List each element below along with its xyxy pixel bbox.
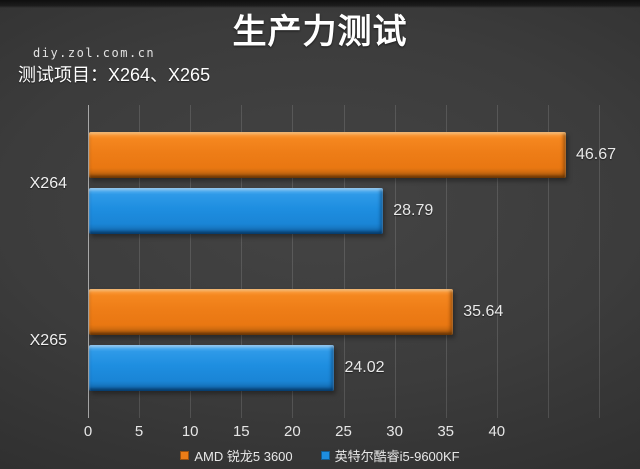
tick-label-0: 0 bbox=[83, 423, 93, 440]
gridline-50 bbox=[599, 105, 600, 418]
gridline-45 bbox=[547, 105, 549, 418]
tick-label-25: 25 bbox=[335, 423, 352, 440]
bar-amd-x264 bbox=[89, 132, 566, 178]
tick-label-5: 5 bbox=[134, 423, 144, 440]
plot-area: 46.67 28.79 35.64 24.02 bbox=[88, 105, 616, 418]
legend-swatch-intel-icon bbox=[320, 451, 330, 460]
gridline-40 bbox=[496, 105, 498, 418]
category-label-x264: X264 bbox=[29, 175, 67, 192]
gridline-25 bbox=[343, 105, 345, 418]
tick-label-40: 40 bbox=[488, 423, 506, 440]
gridline-35 bbox=[445, 105, 447, 418]
gridline-15 bbox=[241, 105, 243, 418]
gridline-20 bbox=[292, 105, 294, 418]
legend-label-intel: 英特尔酷睿i5-9600KF bbox=[334, 449, 460, 464]
legend-item-amd: AMD 锐龙5 3600 bbox=[180, 446, 293, 465]
tick-label-15: 15 bbox=[232, 423, 250, 440]
tick-label-35: 35 bbox=[437, 423, 455, 440]
tick-label-10: 10 bbox=[181, 423, 199, 440]
y-axis-line bbox=[88, 105, 89, 418]
value-label-intel-x265: 24.02 bbox=[344, 359, 385, 376]
watermark-text: diy.zol.com.cn bbox=[33, 46, 156, 60]
chart-title: 生产力测试 bbox=[232, 13, 408, 51]
top-border-strip bbox=[0, 0, 640, 8]
tick-label-20: 20 bbox=[284, 423, 301, 440]
legend-swatch-amd-icon bbox=[180, 451, 190, 460]
legend-item-intel: 英特尔酷睿i5-9600KF bbox=[320, 446, 460, 465]
bar-intel-x264 bbox=[89, 188, 384, 234]
value-label-amd-x265: 35.64 bbox=[463, 303, 504, 320]
legend: AMD 锐龙5 3600 英特尔酷睿i5-9600KF bbox=[0, 446, 640, 465]
bar-intel-x265 bbox=[89, 345, 335, 391]
value-label-amd-x264: 46.67 bbox=[575, 146, 616, 163]
gridline-5 bbox=[139, 105, 141, 418]
tick-label-30: 30 bbox=[386, 423, 403, 440]
bar-amd-x265 bbox=[89, 289, 454, 335]
legend-label-amd: AMD 锐龙5 3600 bbox=[194, 449, 293, 464]
value-label-intel-x264: 28.79 bbox=[393, 202, 434, 219]
subtitle-text: 测试项目：X264、X265 bbox=[18, 65, 211, 85]
x-axis-tick-labels: 0 5 10 15 20 25 30 35 40 bbox=[84, 423, 599, 441]
gridline-30 bbox=[394, 105, 396, 418]
gridline-10 bbox=[190, 105, 192, 418]
category-label-x265: X265 bbox=[29, 332, 67, 349]
